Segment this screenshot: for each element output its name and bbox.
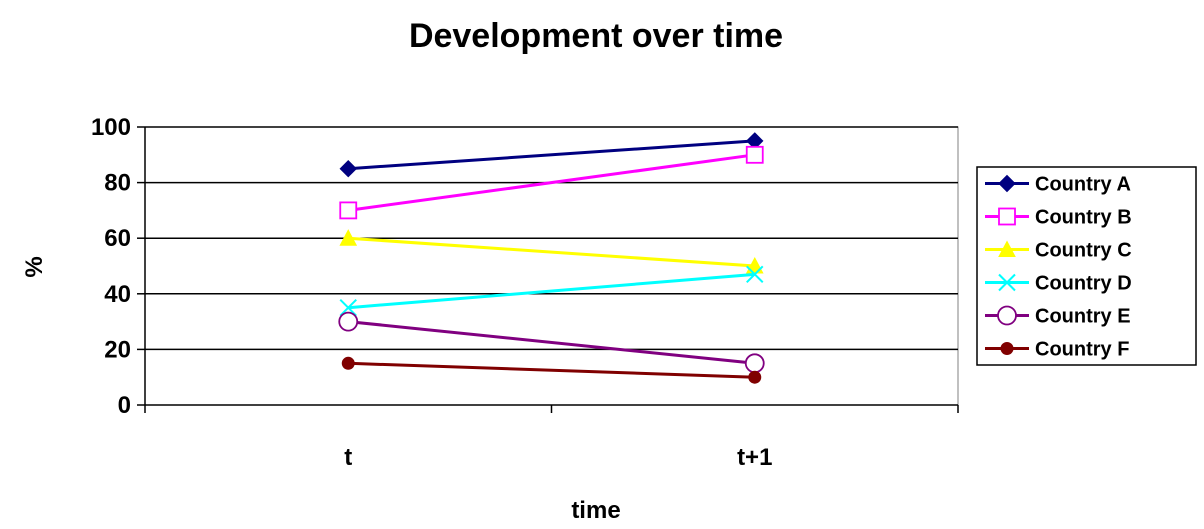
- series-country-a: [339, 132, 764, 178]
- data-point: [339, 298, 357, 317]
- legend-marker: [998, 174, 1016, 193]
- series-line: [348, 361, 755, 379]
- legend-item: Country D: [985, 273, 1132, 295]
- x-tick-label: t: [344, 444, 352, 471]
- legend-label: Country E: [1035, 306, 1131, 328]
- legend-label: Country F: [1035, 339, 1129, 361]
- series-country-e: [338, 311, 765, 374]
- x-axis-title: time: [571, 497, 620, 524]
- x-tick-label: t+1: [737, 444, 772, 471]
- data-point: [339, 229, 358, 246]
- legend-label: Country C: [1035, 240, 1132, 262]
- series-line: [348, 272, 755, 310]
- data-point: [748, 370, 762, 384]
- legend-item: Country E: [985, 306, 1131, 328]
- legend-label: Country D: [1035, 273, 1132, 295]
- data-point: [339, 201, 358, 220]
- legend-marker: [1000, 342, 1014, 355]
- series-country-f: [341, 356, 762, 384]
- series-line: [348, 153, 755, 212]
- legend-item: Country B: [985, 207, 1132, 229]
- legend-item: Country A: [985, 174, 1131, 196]
- legend-marker: [998, 273, 1016, 292]
- data-point: [744, 353, 765, 374]
- legend-label: Country B: [1035, 207, 1132, 229]
- legend: Country A Country B Country C Country D Coun…: [976, 166, 1197, 366]
- plot-area: 0 20 40 60 80 100 t t+1: [91, 114, 959, 471]
- y-tick-label: 100: [91, 114, 131, 141]
- series-country-d: [339, 265, 764, 317]
- legend-marker: [998, 207, 1016, 226]
- series-line: [348, 236, 755, 268]
- series-country-b: [339, 145, 764, 220]
- legend-marker: [998, 240, 1016, 257]
- series-line: [348, 320, 755, 365]
- data-point: [746, 265, 764, 284]
- series-line: [348, 139, 755, 171]
- plot-border: [144, 126, 959, 406]
- data-point: [341, 356, 355, 370]
- y-tick-label: 40: [104, 281, 131, 308]
- y-tick-label: 20: [104, 336, 131, 363]
- data-point: [339, 159, 357, 178]
- series-country-c: [339, 229, 764, 274]
- legend-item: Country C: [985, 240, 1132, 262]
- y-axis-title: %: [21, 256, 48, 277]
- data-point-stroke: [746, 265, 764, 284]
- legend-box: [976, 166, 1197, 366]
- data-point: [745, 145, 764, 164]
- legend-marker-stroke: [998, 273, 1016, 292]
- y-tick-label: 80: [104, 170, 131, 197]
- legend-label: Country A: [1035, 174, 1131, 196]
- y-tick-label: 60: [104, 225, 131, 252]
- legend-marker: [997, 305, 1017, 326]
- data-point-stroke: [339, 298, 357, 317]
- y-tick-label: 0: [118, 392, 131, 419]
- chart-title: Development over time: [409, 17, 783, 55]
- legend-item: Country F: [985, 339, 1129, 361]
- data-point: [338, 311, 359, 332]
